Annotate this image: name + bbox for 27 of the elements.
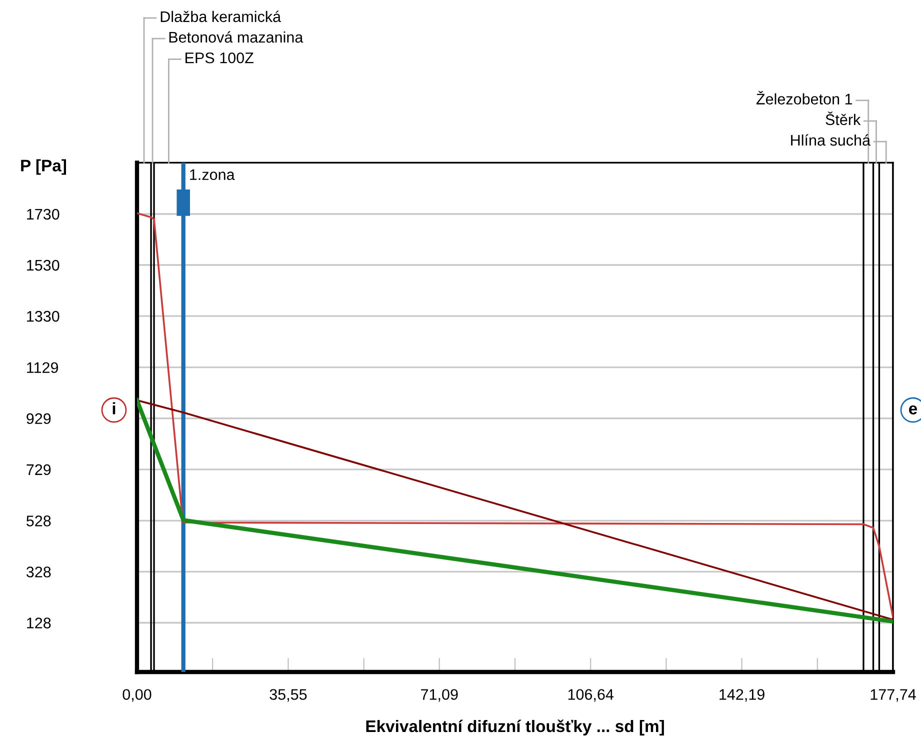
x-tick-label: 0,00 [122, 689, 152, 702]
text: i [112, 402, 116, 414]
y-tick-label: 1129 [27, 362, 58, 374]
ref-line-label: 1.zona [190, 169, 235, 180]
text: e [909, 405, 918, 414]
x-tick-label: 106,64 [568, 689, 614, 702]
text: EPS 100Z [186, 52, 254, 64]
text: Dlažba keramická [160, 10, 282, 22]
text: Betonová mazanina [169, 31, 304, 43]
x-tick-label: 71,09 [421, 689, 458, 702]
y-tick-label: 1730 [27, 208, 60, 220]
y-tick-label: 128 [27, 618, 51, 628]
line-series [137, 212, 893, 618]
x-tick-label: 177,74 [870, 689, 916, 702]
y-tick-label: 328 [26, 566, 51, 578]
text: Hlína suchá [791, 134, 871, 146]
y-axis-title: P [Pa] [21, 159, 66, 175]
text: Železobeton 1 [756, 90, 852, 104]
y-tick-label: 528 [26, 516, 51, 526]
x-axis-title: Ekvivalentní difuzní tloušťky ... sd [m] [366, 720, 664, 736]
y-tick-label: 929 [26, 413, 51, 424]
y-tick-label: 729 [26, 464, 51, 476]
y-tick-label: 1330 [27, 310, 60, 322]
x-tick-label: 142,19 [720, 689, 764, 702]
y-tick-label: 1530 [27, 260, 60, 271]
x-tick-label: 35,55 [270, 689, 307, 702]
text: Štěrk [826, 112, 861, 126]
